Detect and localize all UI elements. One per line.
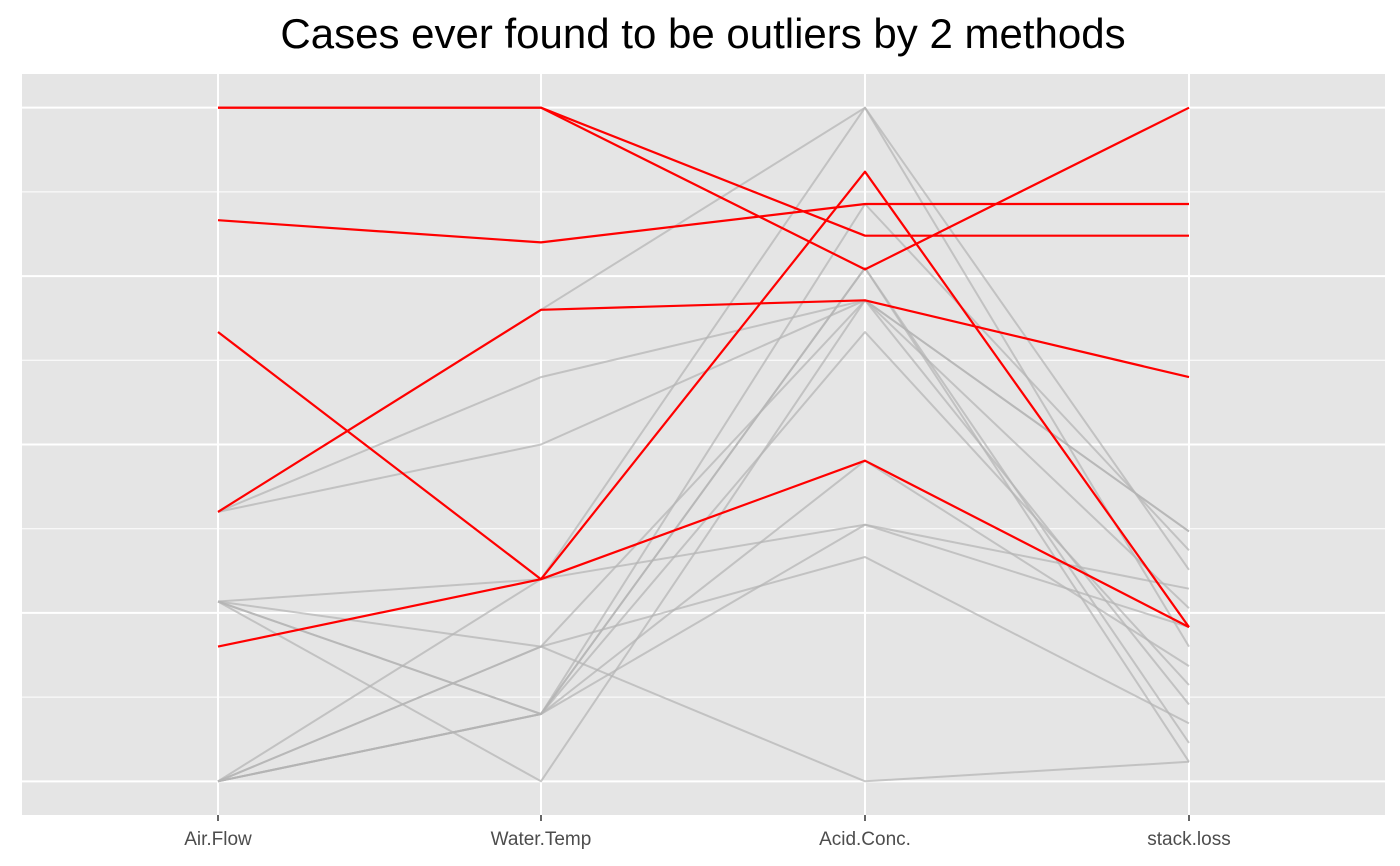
outlier-case-line	[217, 459, 1190, 648]
normal-case-line	[217, 299, 1190, 783]
outlier-case-line	[217, 202, 1189, 244]
normal-case-line	[217, 106, 1190, 783]
x-tick-label: stack.loss	[1147, 829, 1230, 850]
x-tick-label: Acid.Conc.	[819, 829, 911, 850]
chart-title: Cases ever found to be outliers by 2 met…	[280, 10, 1125, 57]
normal-case-lines	[217, 106, 1190, 783]
normal-case-line	[217, 267, 1190, 783]
x-tick-label: Air.Flow	[184, 829, 252, 850]
normal-case-line	[217, 600, 1190, 783]
normal-case-line	[217, 299, 1190, 783]
normal-case-line	[217, 299, 1190, 609]
x-tick-label: Water.Temp	[491, 829, 592, 850]
outlier-case-lines	[217, 106, 1190, 648]
normal-case-line	[217, 523, 1190, 629]
outlier-case-line	[218, 106, 1190, 271]
normal-case-line	[217, 523, 1190, 715]
outlier-case-line	[217, 170, 1190, 628]
outlier-case-line	[217, 299, 1190, 513]
x-axis: Air.Flow Water.Temp Acid.Conc. stack.loss	[184, 815, 1231, 850]
